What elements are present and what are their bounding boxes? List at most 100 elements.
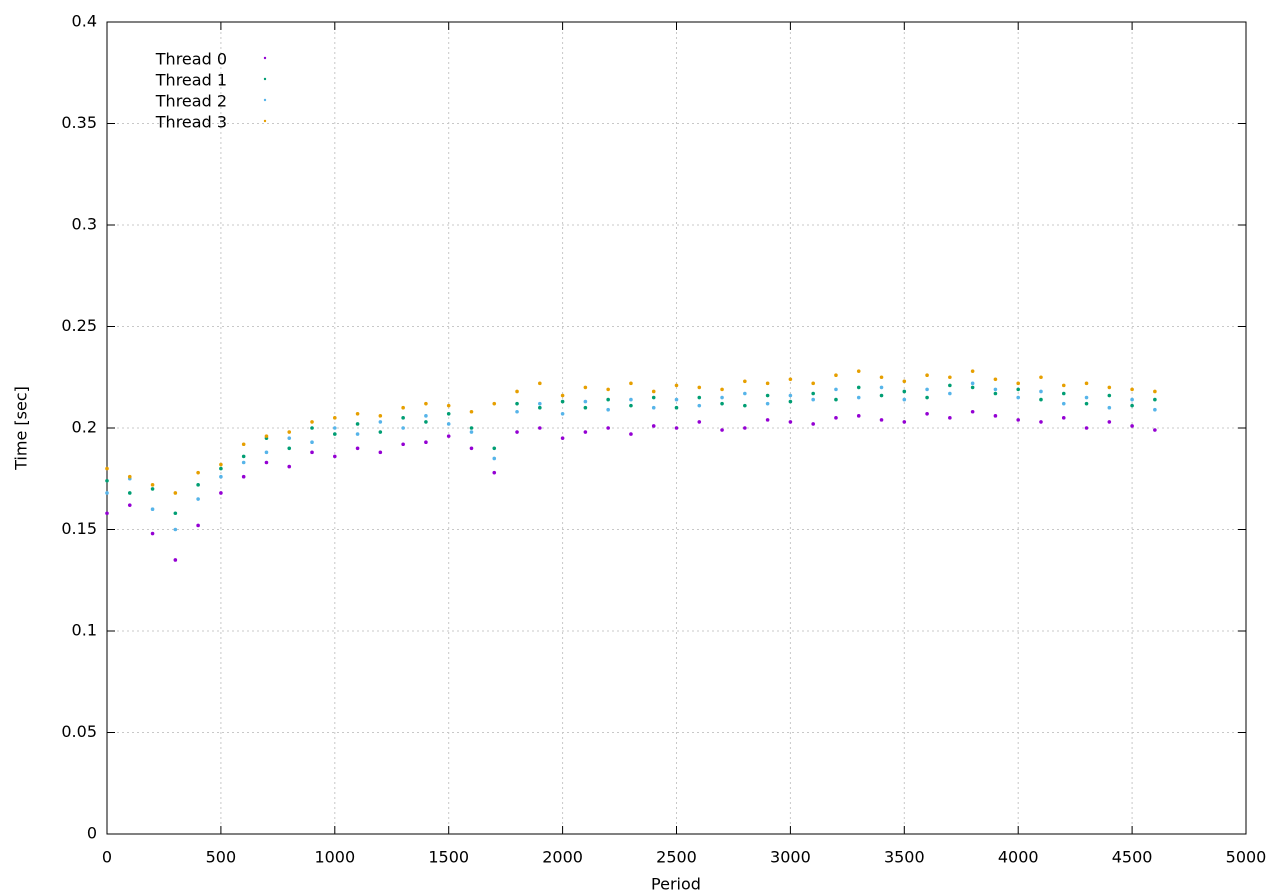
data-point	[196, 470, 200, 475]
data-point	[1130, 387, 1134, 392]
data-point	[856, 385, 861, 390]
data-point	[1153, 428, 1157, 432]
data-point	[469, 446, 474, 451]
data-point	[925, 373, 929, 378]
data-point	[1039, 375, 1043, 380]
data-point	[333, 426, 337, 430]
data-point	[583, 399, 588, 404]
data-point	[105, 466, 109, 471]
data-point	[902, 379, 907, 384]
data-point	[150, 531, 155, 536]
data-point	[492, 456, 497, 461]
data-point	[1107, 393, 1112, 398]
data-point	[629, 403, 633, 408]
data-point	[674, 383, 679, 388]
data-point	[834, 397, 838, 402]
data-point	[424, 414, 428, 418]
data-point	[1107, 420, 1112, 424]
data-point	[150, 487, 155, 491]
data-point	[219, 462, 223, 467]
data-point	[1084, 381, 1089, 386]
data-point	[355, 432, 360, 436]
data-point	[788, 420, 793, 424]
data-point	[378, 420, 383, 424]
y-tick-label: 0.25	[61, 316, 97, 335]
data-point	[515, 409, 519, 414]
data-point	[720, 395, 724, 400]
data-point	[1153, 397, 1157, 402]
data-point	[948, 383, 952, 388]
data-point	[993, 391, 998, 396]
data-point	[606, 407, 610, 412]
data-point	[241, 460, 246, 465]
data-point	[287, 436, 292, 440]
data-point	[264, 450, 269, 455]
data-point	[492, 446, 497, 451]
data-point	[651, 405, 656, 410]
data-point	[765, 381, 770, 386]
legend-label: Thread 0	[155, 50, 227, 69]
data-point	[925, 411, 929, 416]
y-tick-label: 0	[87, 824, 97, 843]
data-point	[515, 430, 519, 434]
data-point	[492, 401, 497, 406]
data-point	[629, 381, 633, 386]
data-point	[492, 470, 497, 475]
y-tick-label: 0.05	[61, 722, 97, 741]
data-point	[1153, 389, 1157, 394]
y-tick-label: 0.2	[72, 418, 97, 437]
x-tick-label: 4500	[1112, 848, 1153, 867]
data-point	[1061, 401, 1066, 406]
data-point	[173, 511, 178, 516]
data-point	[743, 391, 747, 396]
data-point	[1084, 401, 1089, 406]
data-point	[401, 426, 405, 430]
data-point	[925, 395, 929, 400]
data-point	[1061, 391, 1066, 396]
data-point	[925, 387, 929, 392]
data-point	[401, 442, 405, 447]
data-point	[310, 420, 314, 424]
data-point	[310, 440, 314, 445]
data-point	[811, 391, 815, 396]
data-point	[560, 399, 565, 404]
data-point	[173, 558, 178, 562]
data-point	[219, 474, 223, 479]
legend-swatch	[263, 77, 267, 81]
data-point	[697, 403, 702, 408]
data-point	[424, 440, 428, 445]
data-point	[401, 405, 405, 410]
data-point	[743, 426, 747, 430]
data-point	[264, 434, 269, 438]
data-point	[196, 497, 200, 501]
data-point	[1107, 385, 1112, 390]
data-point	[424, 401, 428, 406]
data-point	[538, 381, 542, 386]
data-point	[765, 418, 770, 422]
data-point	[1061, 416, 1066, 420]
data-point	[560, 436, 565, 440]
legend-swatch	[263, 119, 267, 123]
data-point	[856, 414, 861, 418]
legend-swatch	[263, 56, 267, 60]
data-point	[401, 416, 405, 420]
data-point	[834, 416, 838, 420]
data-point	[424, 420, 428, 424]
x-tick-label: 2500	[656, 848, 697, 867]
data-point	[378, 430, 383, 434]
data-point	[902, 420, 907, 424]
data-point	[515, 389, 519, 394]
data-point	[720, 401, 724, 406]
data-point	[446, 411, 451, 416]
data-point	[1039, 420, 1043, 424]
data-point	[902, 389, 907, 394]
data-point	[173, 491, 178, 495]
data-point	[834, 387, 838, 392]
x-tick-label: 3000	[770, 848, 811, 867]
data-point	[446, 403, 451, 408]
x-tick-label: 5000	[1226, 848, 1267, 867]
data-point	[856, 395, 861, 400]
data-point	[538, 405, 542, 410]
y-tick-label: 0.4	[72, 12, 97, 31]
data-point	[150, 507, 155, 512]
